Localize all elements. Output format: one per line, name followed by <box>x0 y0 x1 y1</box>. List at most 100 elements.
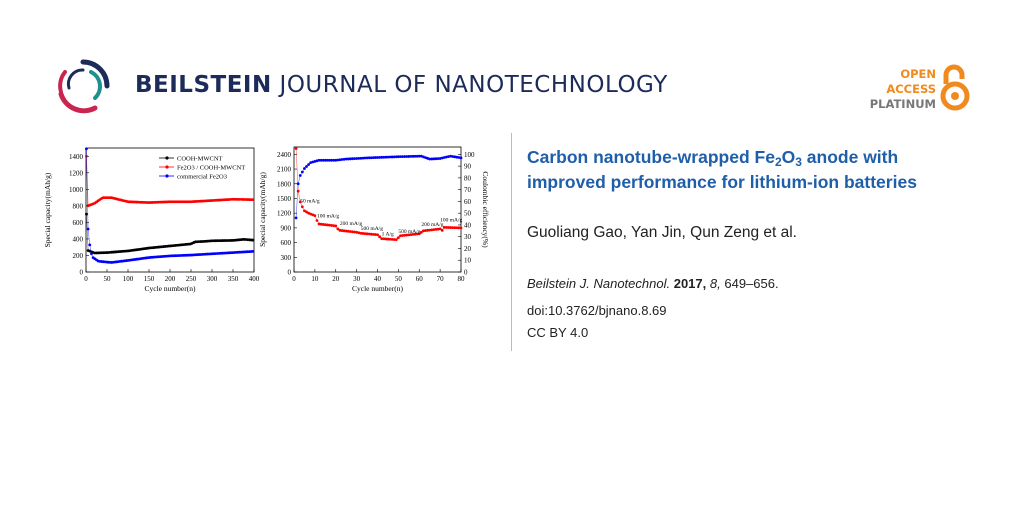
data-point <box>365 232 369 236</box>
data-point <box>355 230 359 234</box>
data-point <box>440 228 444 232</box>
license[interactable]: CC BY 4.0 <box>527 325 589 340</box>
data-point <box>353 230 356 234</box>
data-point <box>382 237 386 241</box>
rate-annotation: 1 A/g <box>382 232 394 238</box>
y2-tick-label: 0 <box>464 269 468 277</box>
data-point <box>307 163 311 166</box>
rate-performance-chart: 0 10 20 30 40 50 60 70 8003006009001200150018002… <box>258 146 490 293</box>
data-point <box>361 232 365 235</box>
x-tick-label: 200 <box>165 275 176 283</box>
data-point <box>442 225 446 229</box>
data-point <box>442 156 446 159</box>
data-point <box>361 156 365 160</box>
y2-tick-label: 50 <box>464 210 472 218</box>
data-point <box>392 238 396 241</box>
authors: Guoliang Gao, Yan Jin, Qun Zeng et al. <box>527 224 797 241</box>
data-point <box>384 155 388 159</box>
y2-tick-label: 100 <box>464 151 475 159</box>
y-tick-label: 0 <box>80 269 84 277</box>
data-point <box>396 155 400 159</box>
x-tick-label: 50 <box>104 275 112 283</box>
data-point <box>319 158 323 162</box>
data-point <box>346 229 350 233</box>
data-point <box>321 223 325 226</box>
series-line <box>295 155 462 218</box>
y-tick-label: 1800 <box>277 180 292 188</box>
data-point <box>436 157 440 160</box>
data-point <box>336 158 340 162</box>
data-point <box>326 223 329 227</box>
data-point <box>449 226 452 229</box>
data-point <box>334 158 338 162</box>
y2-tick-label: 10 <box>464 257 472 265</box>
brand-light: JOURNAL OF NANOTECHNOLOGY <box>279 72 668 98</box>
plot-frame <box>293 146 462 273</box>
brand-bold: BEILSTEIN <box>135 72 272 98</box>
data-point <box>374 156 377 159</box>
data-point <box>85 147 88 151</box>
data-point <box>294 216 298 220</box>
data-point <box>323 223 327 227</box>
data-point <box>419 230 423 234</box>
rate-annotation: 200 mA/g <box>421 222 443 228</box>
data-point <box>403 233 407 237</box>
data-point <box>413 154 417 158</box>
data-point <box>411 154 415 158</box>
data-point <box>296 189 300 193</box>
year: 2017, <box>673 276 707 291</box>
data-point <box>457 156 461 159</box>
volume: 8, <box>709 276 721 291</box>
data-point <box>86 227 90 231</box>
data-point <box>330 158 333 162</box>
legend-label: commercial Fe2O3 <box>177 174 227 181</box>
x-tick-label: 70 <box>437 275 445 283</box>
x-axis-label: Cycle number(n) <box>352 284 404 293</box>
data-point <box>444 155 448 159</box>
pages: 649–656. <box>724 276 779 291</box>
open-lock-icon <box>940 64 970 111</box>
data-point <box>401 234 404 237</box>
rate-annotation: 500 mA/g <box>361 226 383 232</box>
y-tick-label: 600 <box>281 239 292 247</box>
data-point <box>390 237 394 241</box>
y-tick-label: 1400 <box>69 153 84 161</box>
x-tick-label: 60 <box>416 275 424 283</box>
badge-open: OPEN <box>900 67 936 81</box>
doi[interactable]: doi:10.3762/bjnano.8.69 <box>527 303 667 318</box>
y2-tick-label: 90 <box>464 163 472 171</box>
data-point <box>367 232 371 236</box>
data-point <box>90 252 93 256</box>
data-point <box>417 232 421 236</box>
rate-annotation: 50 mA/g <box>300 198 320 204</box>
data-point <box>357 156 361 160</box>
data-point <box>298 200 302 204</box>
data-point <box>405 233 409 237</box>
data-point <box>303 167 306 170</box>
y-axis-label: Special capacity(mAh/g) <box>43 172 52 247</box>
data-point <box>411 233 415 236</box>
legend-label: Fe2O3 / COOH-MWCNT <box>177 165 245 172</box>
data-point <box>338 228 342 232</box>
x-axis-label: Cycle number(n) <box>144 284 196 293</box>
data-point <box>436 227 440 231</box>
data-point <box>415 154 419 158</box>
article-title: Carbon nanotube-wrapped Fe2O3 anode with… <box>527 147 967 192</box>
data-point <box>296 182 300 186</box>
data-point <box>459 156 463 160</box>
data-point <box>455 155 459 159</box>
data-point <box>355 157 359 160</box>
x-tick-label: 0 <box>84 275 88 283</box>
data-point <box>353 157 356 160</box>
journal-name: Beilstein J. Nanotechnol. <box>527 276 671 291</box>
y2-tick-label: 70 <box>464 186 472 194</box>
data-point <box>300 205 304 209</box>
data-point <box>340 229 344 232</box>
data-point <box>430 228 434 232</box>
data-point <box>386 237 390 241</box>
data-point <box>394 155 398 159</box>
y-tick-label: 1500 <box>277 195 292 203</box>
data-point <box>317 158 321 162</box>
data-point <box>449 154 452 158</box>
data-point <box>390 155 394 159</box>
